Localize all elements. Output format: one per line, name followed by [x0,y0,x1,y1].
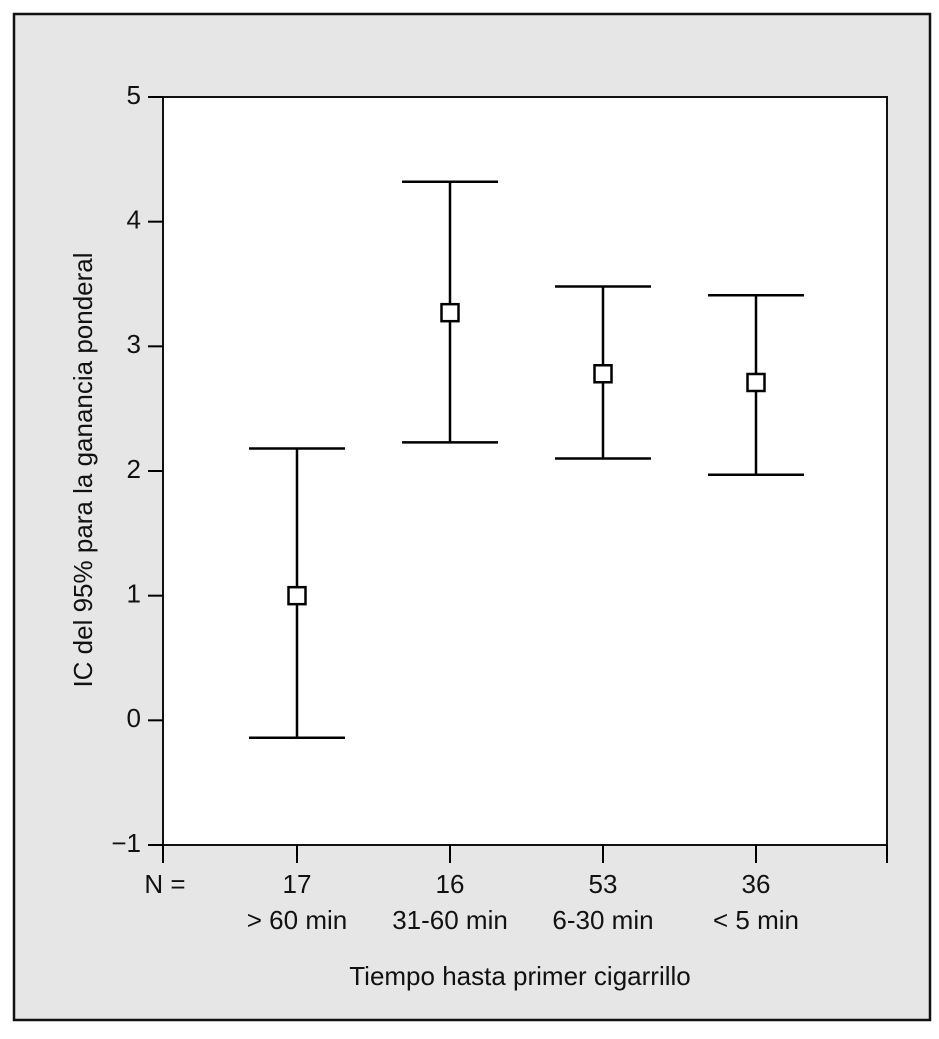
mean-marker [746,372,766,393]
n-label: N = [144,869,185,899]
mean-marker [593,364,613,384]
y-tick-label: 2 [127,454,141,484]
x-tick-label: < 5 min [713,905,799,935]
y-tick-label: 3 [127,329,141,359]
n-count: 16 [436,869,465,899]
mean-marker [287,585,307,606]
y-tick-label: 5 [127,80,141,110]
y-axis-label: IC del 95% para la ganancia ponderal [68,252,98,687]
y-tick-label: −1 [111,828,141,858]
x-axis-label: Tiempo hasta primer cigarrillo [349,961,690,991]
n-count: 17 [283,869,312,899]
x-tick-label: 6-30 min [552,905,653,935]
n-count: 36 [742,869,771,899]
y-tick-label: 4 [127,205,141,235]
mean-marker [440,302,460,323]
x-tick-label: 31-60 min [392,905,508,935]
y-tick-label: 1 [127,579,141,609]
n-count: 53 [589,869,618,899]
x-tick-label: > 60 min [247,905,347,935]
plot-area [162,96,888,846]
y-tick-label: 0 [127,703,141,733]
